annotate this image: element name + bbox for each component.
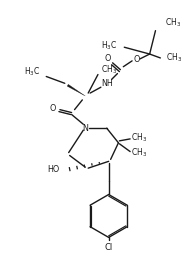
Text: CH$_3$: CH$_3$ [165,16,181,29]
Text: H$_3$C: H$_3$C [24,65,40,78]
Text: N: N [82,124,88,133]
Text: Cl: Cl [105,243,113,252]
Text: O: O [134,55,140,65]
Text: O: O [50,104,56,113]
Polygon shape [67,84,85,96]
Text: CH$_3$: CH$_3$ [131,132,147,144]
Text: H$_3$C: H$_3$C [101,39,117,52]
Text: CH$_3$: CH$_3$ [166,52,182,64]
Text: O: O [105,55,111,63]
Text: NH: NH [101,79,113,88]
Text: HO: HO [48,165,60,174]
Text: CH$_3$: CH$_3$ [101,63,117,76]
Text: CH$_3$: CH$_3$ [131,146,147,159]
